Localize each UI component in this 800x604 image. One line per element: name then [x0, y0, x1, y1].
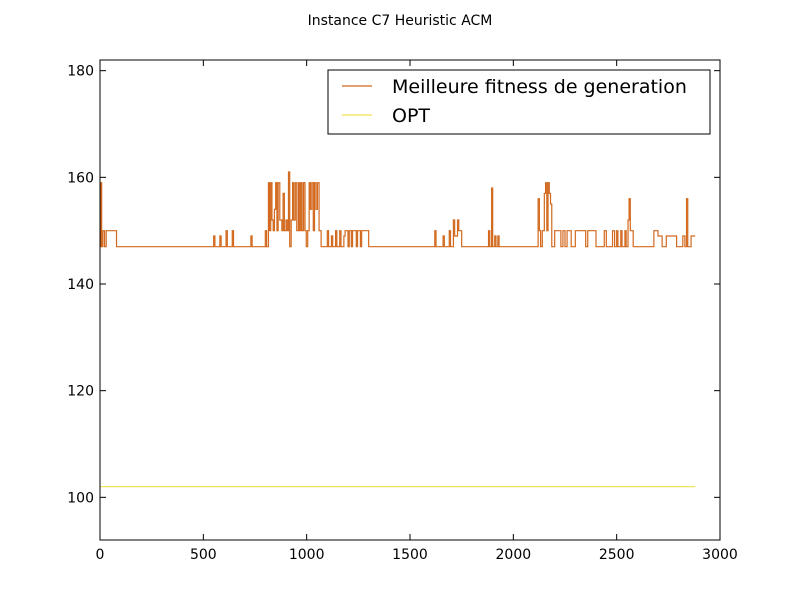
legend: Meilleure fitness de generation OPT — [327, 69, 711, 135]
legend-label-fitness: Meilleure fitness de generation — [392, 76, 687, 98]
tick-layer: 0 500 1000 1500 2000 2500 3000 100 120 140 160 180 — [67, 60, 738, 563]
legend-label-opt: OPT — [392, 105, 430, 127]
x-tick-label: 500 — [190, 547, 217, 563]
series-layer — [100, 171, 696, 488]
x-tick-label: 1000 — [289, 547, 325, 563]
chart-title: Instance C7 Heuristic ACM — [308, 13, 493, 29]
y-tick-label: 160 — [67, 170, 94, 186]
y-tick-label: 180 — [67, 64, 94, 80]
y-tick-label: 120 — [67, 384, 94, 400]
x-tick-label: 2000 — [496, 547, 532, 563]
series-line-0 — [100, 171, 696, 248]
x-tick-label: 0 — [96, 547, 105, 563]
y-tick-label: 100 — [67, 490, 94, 506]
x-tick-label: 2500 — [599, 547, 635, 563]
y-tick-label: 140 — [67, 277, 94, 293]
x-tick-label: 3000 — [702, 547, 738, 563]
legend-box — [327, 69, 711, 135]
x-tick-label: 1500 — [392, 547, 428, 563]
